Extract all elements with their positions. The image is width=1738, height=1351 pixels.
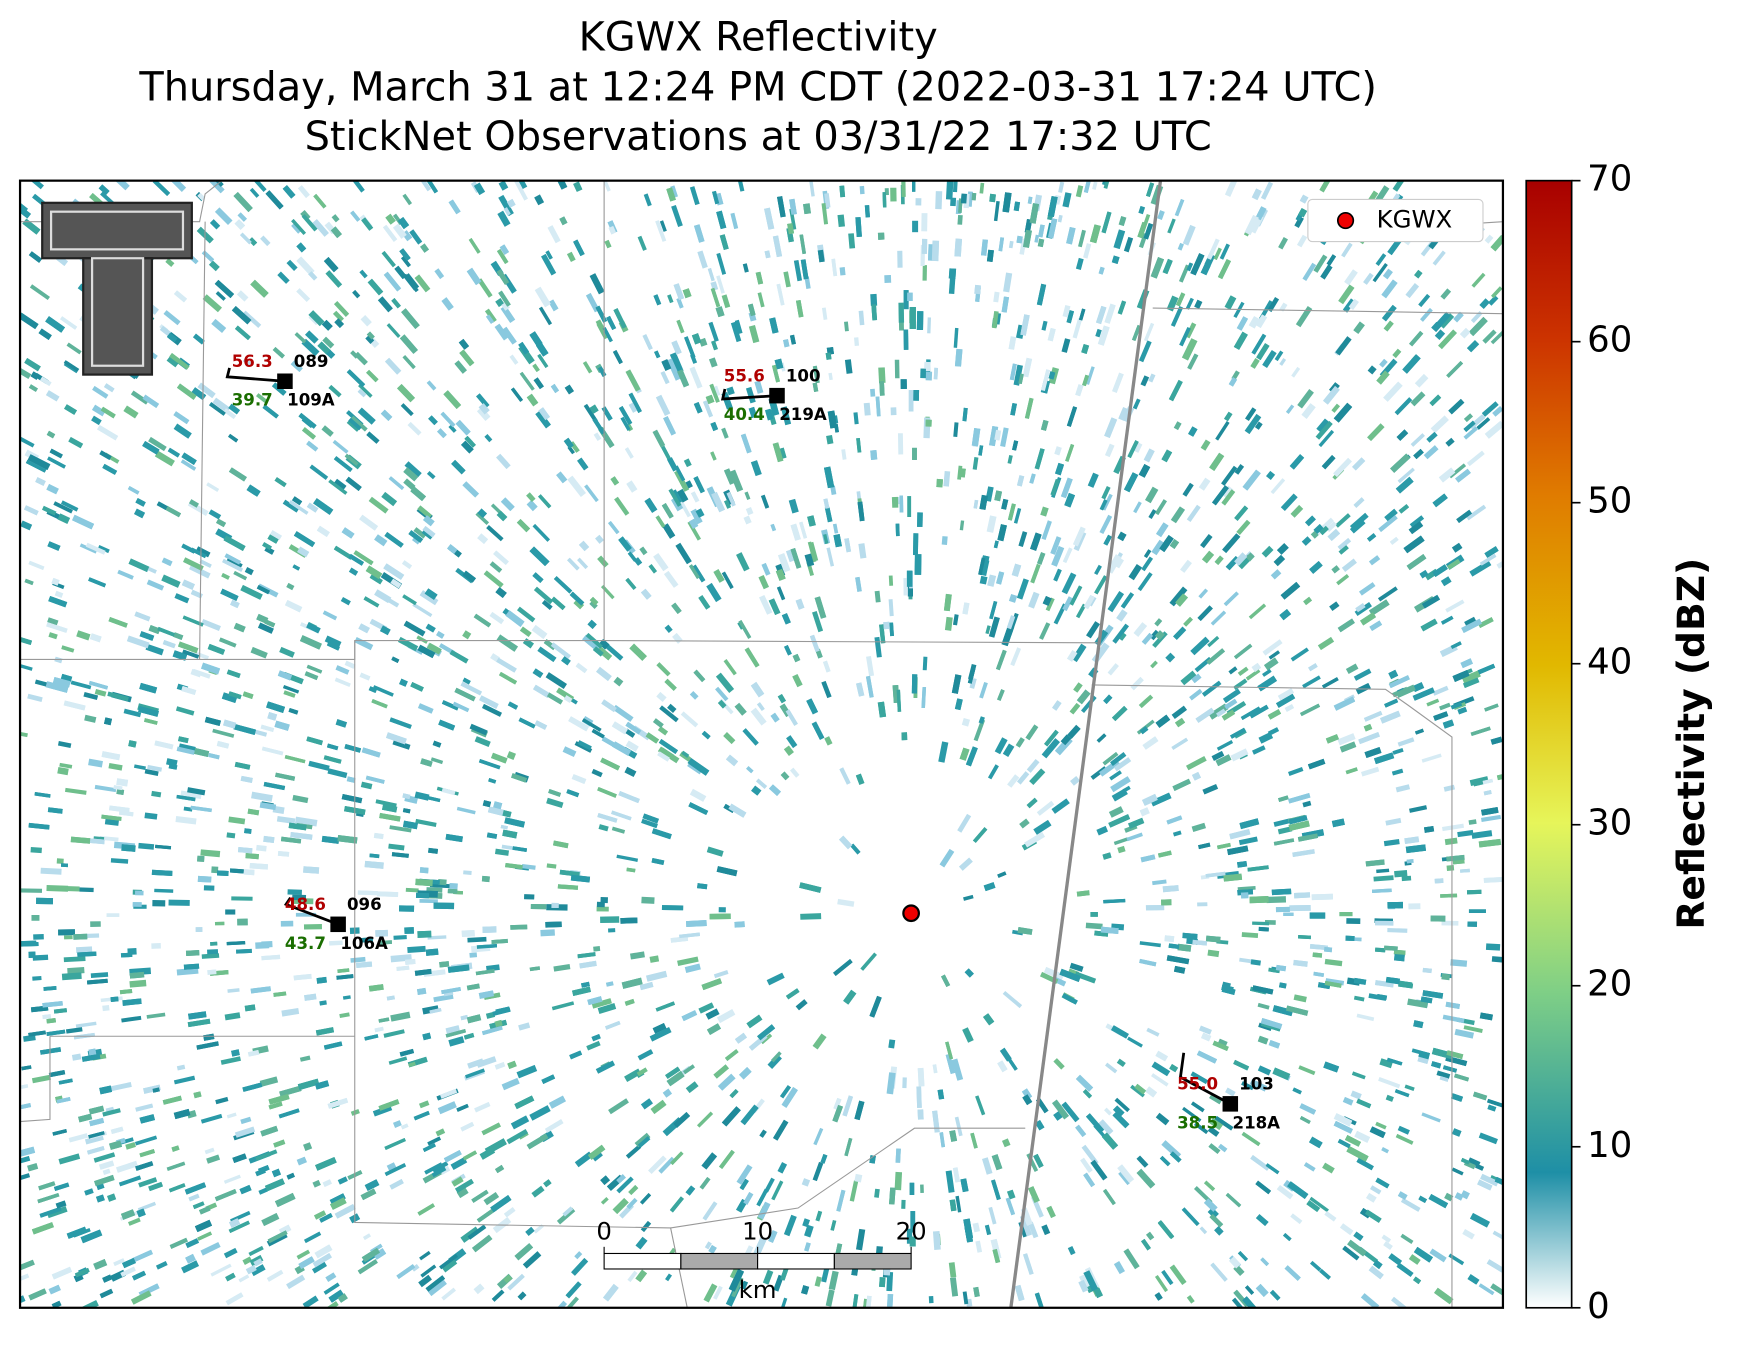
logo <box>41 201 193 376</box>
radar-field <box>20 180 1503 1308</box>
temperature: 55.0 <box>1177 1075 1218 1094</box>
title-line: KGWX Reflectivity <box>579 14 938 60</box>
scale-label: 10 <box>742 1216 773 1245</box>
temperature: 55.6 <box>724 366 765 385</box>
colorbar-tick-label: 10 <box>1587 1125 1632 1166</box>
highway <box>1009 180 1163 1308</box>
station-marker <box>330 916 346 933</box>
station-id: 106A <box>340 934 388 953</box>
station-marker <box>1222 1096 1239 1112</box>
station-value: 100 <box>786 366 821 385</box>
scale-segment <box>833 1252 912 1270</box>
dewpoint: 39.7 <box>232 391 273 410</box>
colorbar-tick-label: 70 <box>1587 159 1632 200</box>
dewpoint: 40.4 <box>724 405 765 424</box>
scale-bar: 0 10 20 km <box>596 1216 926 1304</box>
title-line: Thursday, March 31 at 12:24 PM CDT (2022… <box>138 64 1377 110</box>
station-id: 219A <box>779 405 827 424</box>
wind-barb <box>283 896 339 926</box>
colorbar <box>1525 179 1573 1309</box>
colorbar-label: Reflectivity (dBZ) <box>1669 558 1713 930</box>
wind-barb <box>225 367 286 383</box>
colorbar-tick-label: 60 <box>1587 320 1632 361</box>
station-id: 218A <box>1233 1113 1281 1132</box>
title-line: StickNet Observations at 03/31/22 17:32 … <box>305 114 1212 160</box>
legend-label: KGWX <box>1377 205 1453 234</box>
dewpoint: 38.5 <box>1177 1113 1218 1132</box>
colorbar-tick-label: 30 <box>1587 803 1632 844</box>
station-value: 089 <box>294 352 329 371</box>
colorbar-tick-label: 0 <box>1587 1286 1610 1327</box>
legend: KGWX <box>1307 198 1484 243</box>
legend-marker <box>1336 211 1355 230</box>
temperature: 56.3 <box>232 352 273 371</box>
colorbar-tick-label: 50 <box>1587 481 1632 522</box>
station-marker <box>277 373 293 390</box>
station-value: 096 <box>347 895 382 914</box>
scale-segment <box>603 1252 682 1270</box>
wind-barb <box>1178 1052 1231 1106</box>
colorbar-tick-label: 20 <box>1587 964 1632 1005</box>
scale-label: 0 <box>596 1216 612 1245</box>
county-lines <box>20 180 1503 1308</box>
dewpoint: 43.7 <box>285 934 326 953</box>
temperature: 48.6 <box>285 895 326 914</box>
map-frame <box>18 179 1505 1309</box>
radar-site <box>902 904 920 923</box>
colorbar-tick-label: 40 <box>1587 642 1632 683</box>
station-value: 103 <box>1239 1075 1274 1094</box>
scale-segment <box>680 1252 759 1270</box>
station-id: 109A <box>287 391 335 410</box>
station-marker <box>769 387 785 404</box>
scale-label: 20 <box>896 1216 927 1245</box>
wind-barb <box>720 388 778 401</box>
scale-unit: km <box>739 1275 777 1304</box>
scale-segment <box>757 1252 835 1270</box>
